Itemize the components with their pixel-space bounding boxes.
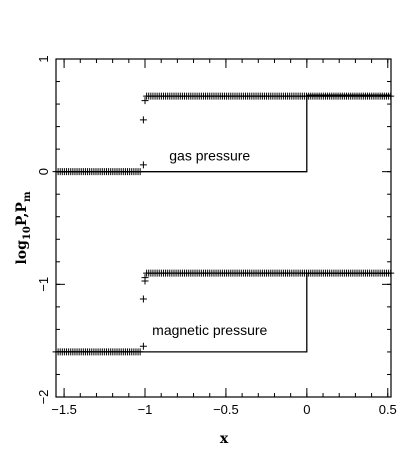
y-label-tail-sub: m — [22, 191, 33, 202]
data-point-marker — [139, 295, 147, 303]
data-point-marker — [136, 348, 144, 356]
x-tick-label: 0.5 — [379, 402, 397, 417]
axis-ticks — [56, 58, 391, 398]
x-tick-label: −0.5 — [213, 402, 239, 417]
y-label-mid: P,P — [14, 202, 30, 227]
annotations: gas pressure magnetic pressure — [152, 147, 267, 338]
y-tick-label: −1 — [36, 277, 51, 292]
plot-frame — [55, 58, 392, 398]
y-label-base-sub: 10 — [22, 226, 33, 240]
numerical-markers — [52, 92, 395, 356]
x-tick-label: 0 — [303, 402, 310, 417]
data-point-marker — [387, 269, 395, 277]
data-point-marker — [136, 168, 144, 176]
x-axis-label: x — [220, 431, 229, 447]
data-point-marker — [139, 116, 147, 124]
y-tick-label: 0 — [36, 168, 51, 175]
y-axis-label: log10P,Pm — [14, 191, 33, 265]
x-tick-label: −1 — [138, 402, 153, 417]
data-point-marker — [139, 342, 147, 350]
exact-solution-lines — [56, 94, 391, 353]
data-point-marker — [139, 161, 147, 169]
data-point-marker — [141, 97, 149, 105]
exact-solution-line — [56, 272, 391, 353]
y-tick-label: 1 — [36, 55, 51, 62]
y-label-base: log — [14, 240, 30, 265]
annotation-label: gas pressure — [169, 147, 250, 163]
data-point-marker — [387, 92, 395, 100]
annotation-label: magnetic pressure — [152, 322, 267, 338]
x-tick-label: −1.5 — [51, 402, 77, 417]
y-tick-label: −2 — [36, 390, 51, 405]
tick-labels: −1.5 −1 −0.5 0 0.5 −2 −1 0 1 — [36, 55, 397, 417]
data-point-marker — [141, 274, 149, 282]
